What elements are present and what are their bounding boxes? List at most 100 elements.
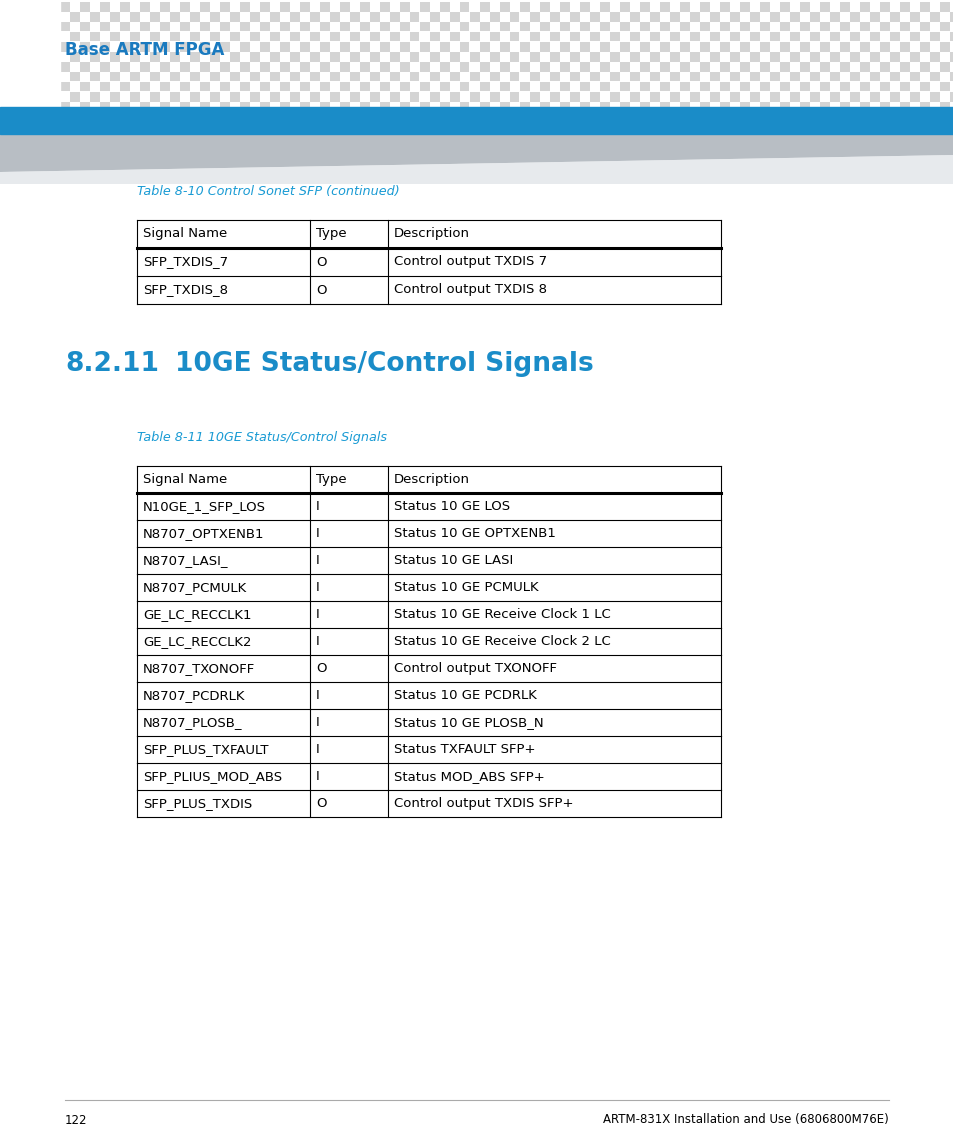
Bar (849, 11, 859, 22)
Bar (230, 72, 239, 81)
Bar (649, 92, 659, 102)
Bar (60, 2, 70, 11)
Bar (0, 0, 953, 106)
Bar (370, 11, 379, 22)
Bar (649, 11, 659, 22)
Bar (840, 22, 848, 32)
Bar (459, 102, 469, 111)
Bar (110, 52, 119, 62)
Bar (769, 92, 779, 102)
Bar (659, 42, 669, 52)
Bar (250, 72, 259, 81)
Bar (10, 92, 19, 102)
Bar (720, 22, 729, 32)
Bar (949, 32, 953, 41)
Bar (550, 72, 558, 81)
Bar (150, 92, 159, 102)
Bar (419, 22, 429, 32)
Bar (120, 62, 130, 71)
Bar (929, 52, 939, 62)
Text: I: I (315, 769, 319, 783)
Text: GE_LC_RECCLK1: GE_LC_RECCLK1 (143, 608, 252, 621)
Text: Table 8-10 Control Sonet SFP (continued): Table 8-10 Control Sonet SFP (continued) (137, 185, 399, 198)
Bar (929, 11, 939, 22)
Bar (20, 102, 30, 111)
Bar (740, 62, 749, 71)
Bar (720, 2, 729, 11)
Bar (290, 92, 299, 102)
Bar (350, 32, 359, 41)
Bar (519, 42, 529, 52)
Bar (519, 2, 529, 11)
Bar (559, 2, 569, 11)
Text: I: I (315, 635, 319, 648)
Bar (439, 22, 449, 32)
Bar (110, 11, 119, 22)
Bar (339, 42, 349, 52)
Bar (499, 102, 509, 111)
Bar (470, 11, 479, 22)
Bar (519, 102, 529, 111)
Bar (390, 92, 399, 102)
Bar (689, 32, 699, 41)
Bar (789, 92, 799, 102)
Bar (419, 82, 429, 92)
Bar (879, 82, 888, 92)
Bar (439, 62, 449, 71)
Bar (619, 102, 629, 111)
Bar (140, 102, 150, 111)
Bar (649, 52, 659, 62)
Bar (140, 82, 150, 92)
Bar (250, 32, 259, 41)
Bar (889, 11, 899, 22)
Bar (869, 32, 879, 41)
Bar (720, 62, 729, 71)
Bar (350, 52, 359, 62)
Bar (809, 72, 819, 81)
Bar (379, 22, 389, 32)
Bar (80, 42, 90, 52)
Bar (800, 62, 809, 71)
Bar (809, 92, 819, 102)
Bar (319, 82, 329, 92)
Bar (379, 102, 389, 111)
Bar (609, 52, 618, 62)
Bar (589, 11, 598, 22)
Bar (709, 32, 719, 41)
Bar (160, 82, 170, 92)
Bar (639, 102, 649, 111)
Bar (0, 22, 10, 32)
Bar (40, 102, 50, 111)
Bar (919, 2, 928, 11)
Bar (919, 102, 928, 111)
Text: Base ARTM FPGA: Base ARTM FPGA (65, 41, 224, 60)
Text: Status 10 GE PCMULK: Status 10 GE PCMULK (394, 581, 538, 594)
Bar (399, 102, 409, 111)
Bar (260, 2, 269, 11)
Bar (230, 52, 239, 62)
Bar (310, 52, 319, 62)
Bar (609, 92, 618, 102)
Bar (619, 82, 629, 92)
Bar (250, 11, 259, 22)
Text: I: I (315, 500, 319, 513)
Bar (829, 92, 839, 102)
Bar (50, 72, 59, 81)
Bar (929, 32, 939, 41)
Bar (949, 92, 953, 102)
Bar (350, 92, 359, 102)
Bar (949, 52, 953, 62)
Bar (190, 11, 199, 22)
Bar (90, 32, 99, 41)
Text: Status 10 GE PCDRLK: Status 10 GE PCDRLK (394, 689, 537, 702)
Bar (210, 11, 219, 22)
Bar (760, 62, 769, 71)
Bar (629, 11, 639, 22)
Bar (180, 42, 190, 52)
Bar (749, 72, 759, 81)
Bar (889, 52, 899, 62)
Bar (700, 62, 709, 71)
Bar (90, 72, 99, 81)
Bar (220, 22, 230, 32)
Bar (919, 42, 928, 52)
